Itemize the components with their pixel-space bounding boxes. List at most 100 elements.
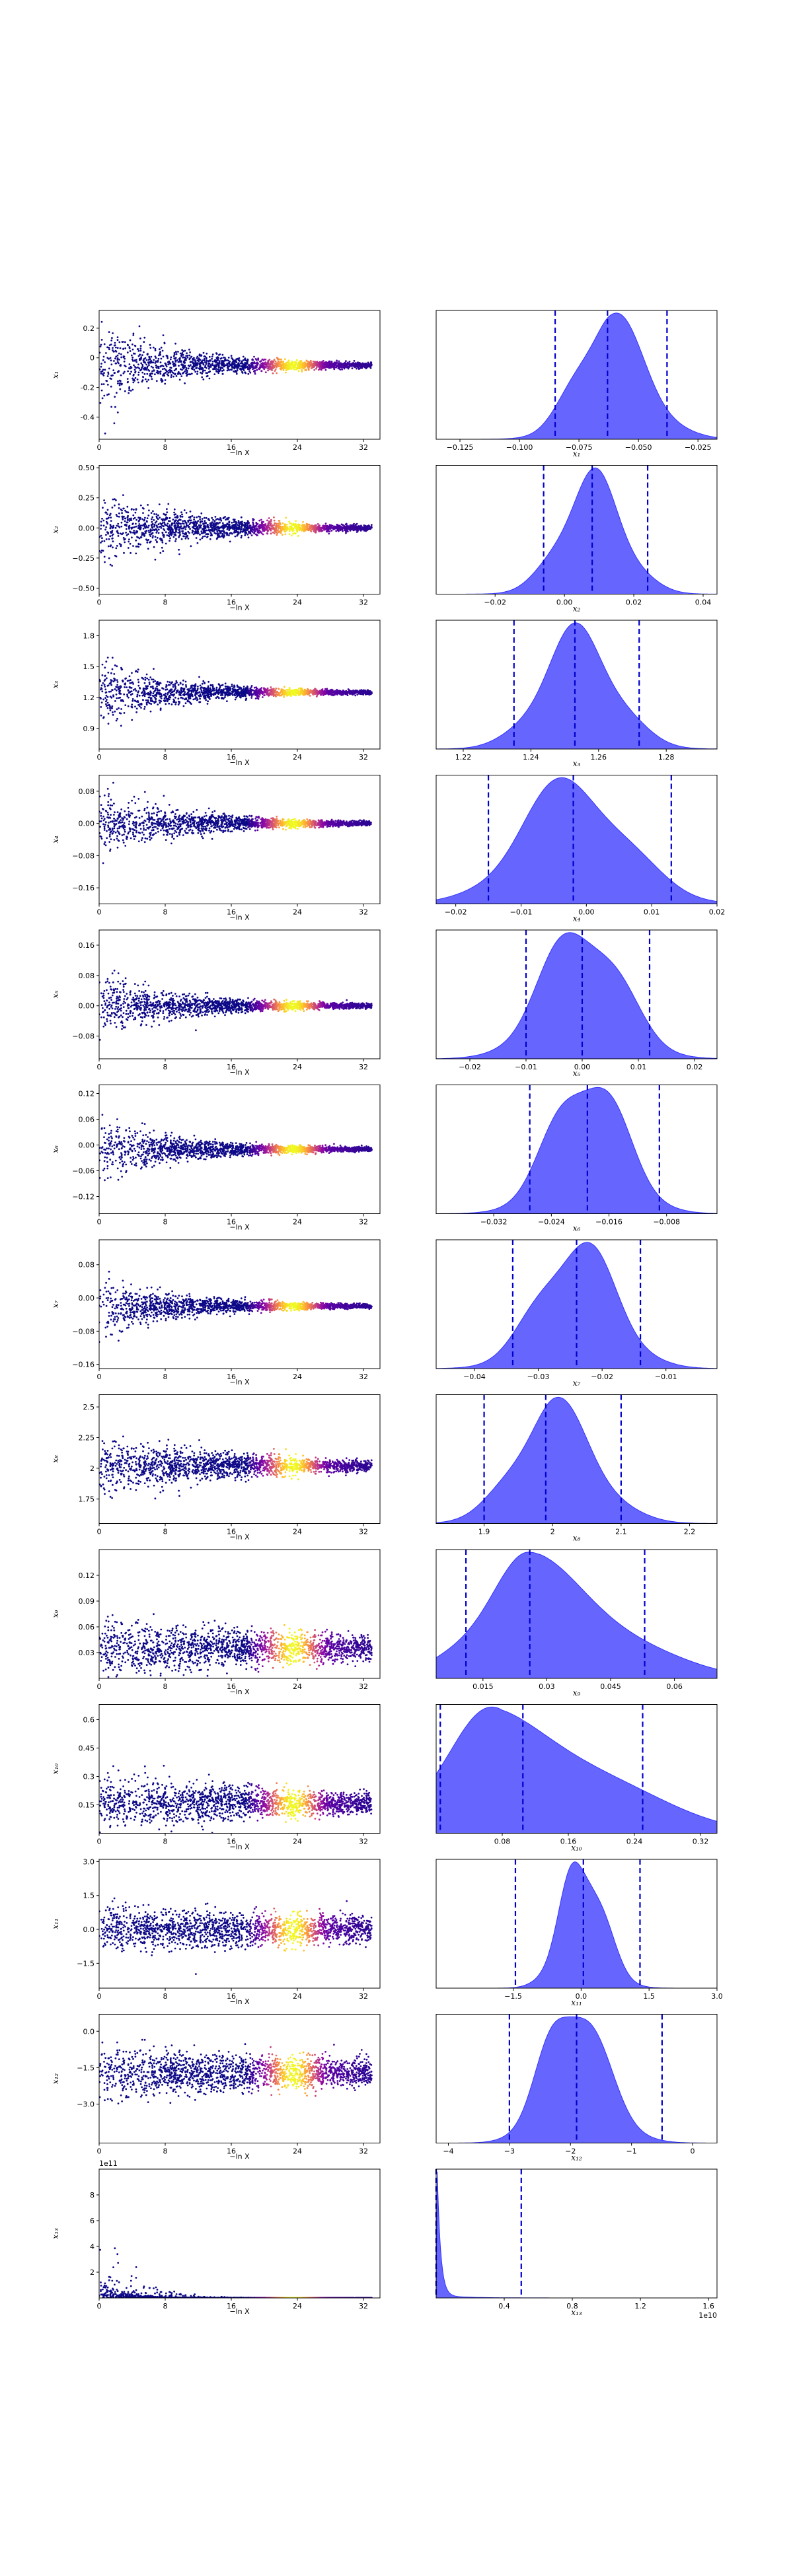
trace-point <box>166 373 169 376</box>
trace-point <box>357 526 359 529</box>
trace-point <box>120 545 122 548</box>
trace-point <box>207 519 209 520</box>
trace-point <box>313 530 315 532</box>
trace-point <box>132 388 134 391</box>
trace-point <box>173 694 175 696</box>
trace-point <box>105 534 107 536</box>
trace-point <box>258 529 261 532</box>
trace-point <box>104 697 107 699</box>
trace-point <box>192 533 195 536</box>
trace-point <box>225 364 227 367</box>
trace-point <box>241 362 243 365</box>
trace-point <box>315 530 317 532</box>
trace-point <box>237 520 240 522</box>
trace-point <box>240 536 243 539</box>
trace-point <box>352 526 354 528</box>
trace-point <box>287 367 289 369</box>
trace-point <box>267 689 270 692</box>
trace-point <box>279 523 282 526</box>
trace-point <box>133 530 135 532</box>
trace-point <box>302 361 304 364</box>
trace-point <box>185 355 188 357</box>
trace-point <box>200 526 202 529</box>
trace-point <box>228 520 231 523</box>
trace-point <box>226 534 229 536</box>
trace-point <box>102 375 105 376</box>
trace-point <box>219 518 222 520</box>
trace-point <box>346 530 349 532</box>
trace-point <box>227 357 230 359</box>
trace-point <box>107 713 110 715</box>
trace-point <box>350 365 353 367</box>
trace-point <box>338 367 340 370</box>
trace-point <box>362 694 365 696</box>
trace-point <box>204 369 206 372</box>
trace-point <box>283 696 285 698</box>
trace-point <box>175 692 178 694</box>
trace-point <box>145 673 148 676</box>
trace-point <box>207 700 209 703</box>
trace-point <box>260 363 262 365</box>
trace-point <box>111 530 114 532</box>
trace-point <box>267 694 270 696</box>
trace-point <box>330 526 332 529</box>
trace-point <box>124 686 126 688</box>
trace-point <box>258 526 261 528</box>
trace-point <box>224 524 227 527</box>
trace-point <box>132 343 133 345</box>
trace-point <box>147 530 150 532</box>
trace-point <box>282 363 283 366</box>
trace-point <box>343 367 346 370</box>
trace-point <box>204 697 207 699</box>
trace-point <box>294 364 297 367</box>
trace-point <box>163 697 166 699</box>
trace-point <box>344 362 347 365</box>
trace-point <box>99 368 101 371</box>
trace-point <box>229 363 231 366</box>
trace-point <box>264 371 267 374</box>
trace-point <box>172 686 174 688</box>
trace-point <box>233 362 236 365</box>
trace-point <box>124 520 126 522</box>
trace-point <box>186 536 188 538</box>
trace-point <box>238 524 241 526</box>
trace-point <box>175 351 177 353</box>
trace-point <box>168 360 170 363</box>
trace-point <box>342 524 344 526</box>
trace-point <box>111 565 114 567</box>
trace-point <box>118 515 120 518</box>
trace-point <box>147 359 150 361</box>
trace-point <box>367 528 369 530</box>
trace-ytick-label: −0.25 <box>72 554 94 563</box>
trace-point <box>231 532 233 535</box>
trace-point <box>363 524 365 526</box>
trace-point <box>199 518 201 520</box>
trace-point <box>178 378 181 381</box>
trace-point <box>325 524 328 527</box>
trace-point <box>129 542 132 545</box>
trace-point <box>126 695 129 698</box>
trace-point <box>321 361 323 363</box>
trace-point <box>229 686 231 688</box>
trace-point <box>127 515 130 517</box>
trace-point <box>173 357 176 359</box>
trace-point <box>120 356 123 359</box>
trace-point <box>161 522 164 524</box>
trace-point <box>143 336 146 339</box>
trace-point <box>224 358 227 361</box>
trace-point <box>107 671 110 674</box>
trace-point <box>182 361 185 363</box>
trace-point <box>109 513 112 515</box>
trace-point <box>285 367 288 370</box>
trace-point <box>124 541 126 544</box>
trace-point <box>126 378 129 380</box>
trace-point <box>208 355 211 358</box>
trace-point <box>192 698 195 701</box>
trace-point <box>180 355 183 357</box>
trace-point <box>199 701 202 703</box>
trace-point <box>154 536 157 538</box>
trace-point <box>227 367 229 370</box>
trace-point <box>170 691 173 694</box>
trace-point <box>137 692 139 694</box>
trace-point <box>157 518 159 520</box>
